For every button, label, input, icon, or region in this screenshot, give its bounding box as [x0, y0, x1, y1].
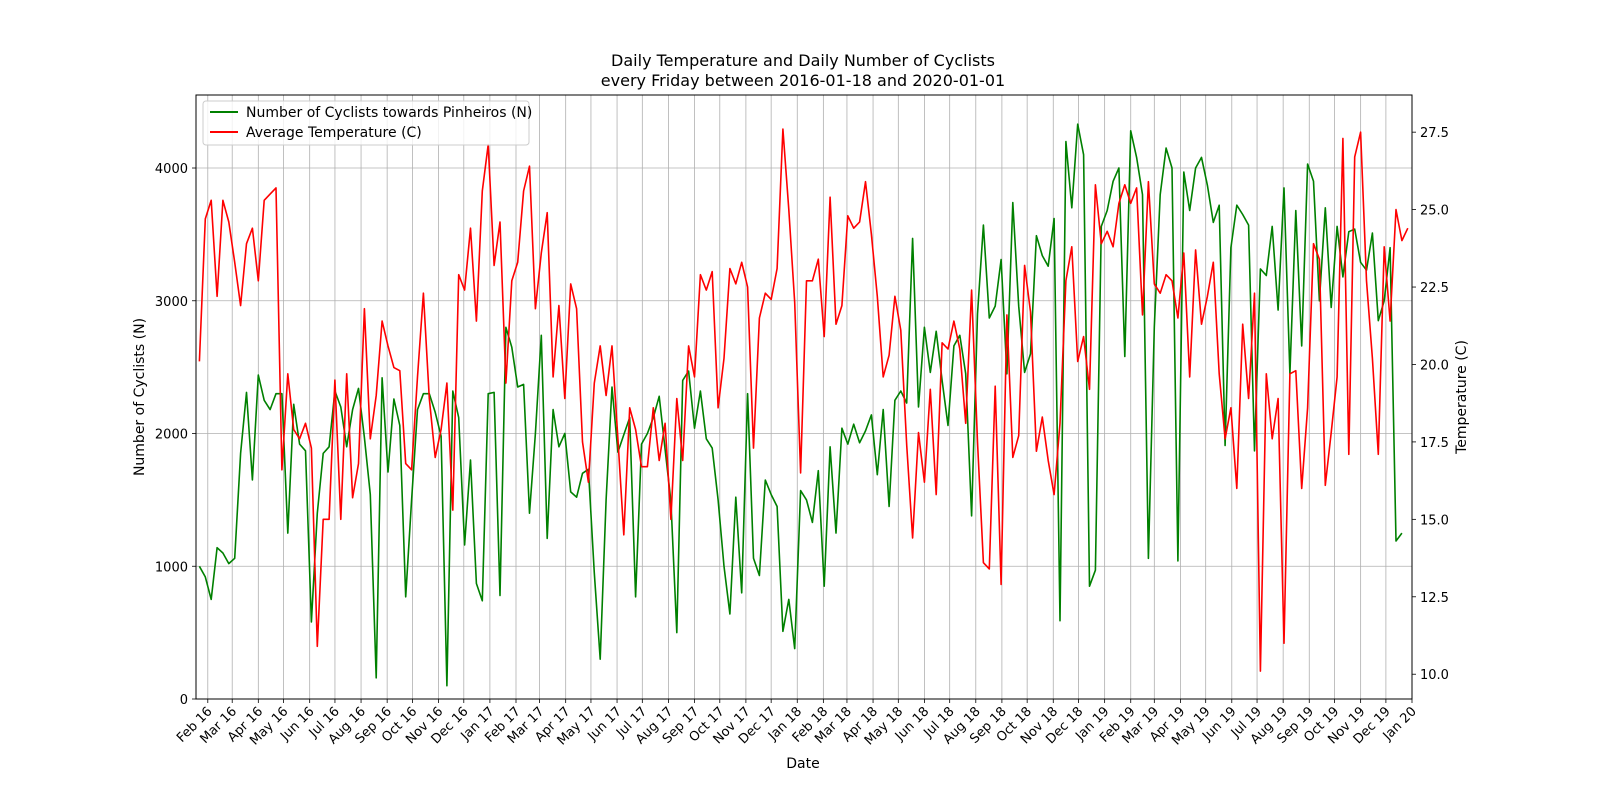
y-tick-label-right: 27.5 [1420, 126, 1449, 141]
legend: Number of Cyclists towards Pinheiros (N)… [202, 100, 532, 146]
y-tick-label-left: 4000 [155, 162, 188, 177]
legend-label-cyclists: Number of Cyclists towards Pinheiros (N) [246, 105, 532, 121]
chart-title-line-1: Daily Temperature and Daily Number of Cy… [611, 51, 995, 70]
y-tick-label-right: 20.0 [1420, 358, 1449, 373]
y-tick-label-left: 2000 [155, 428, 188, 443]
y-tick-label-right: 10.0 [1420, 668, 1449, 683]
y-axis-label-left: Number of Cyclists (N) [132, 318, 148, 476]
y-tick-label-right: 22.5 [1420, 281, 1449, 296]
y-tick-label-right: 25.0 [1420, 204, 1449, 219]
y-tick-label-right: 12.5 [1420, 591, 1449, 606]
legend-box [202, 100, 530, 146]
right-axis: 10.0 12.5 15.0 17.5 20.0 22.5 25.0 27.5 [1412, 126, 1449, 683]
left-axis: 0 1000 2000 3000 4000 [155, 162, 196, 708]
y-axis-label-right: Temperature (C) [1454, 340, 1470, 455]
x-axis-label: Date [786, 756, 819, 772]
y-tick-label-left: 0 [180, 693, 188, 708]
chart-title-line-2: every Friday between 2016-01-18 and 2020… [601, 71, 1005, 90]
y-tick-label-right: 15.0 [1420, 513, 1449, 528]
cyclists-series-line [198, 123, 1403, 687]
legend-label-temperature: Average Temperature (C) [246, 125, 422, 141]
plot-area-frame [195, 94, 1413, 700]
y-tick-label-right: 17.5 [1420, 436, 1449, 451]
y-tick-label-left: 1000 [155, 560, 188, 575]
temperature-series-line [198, 128, 1409, 672]
series-layer [198, 123, 1409, 687]
grid-layer [196, 95, 1413, 700]
y-tick-label-left: 3000 [155, 295, 188, 310]
